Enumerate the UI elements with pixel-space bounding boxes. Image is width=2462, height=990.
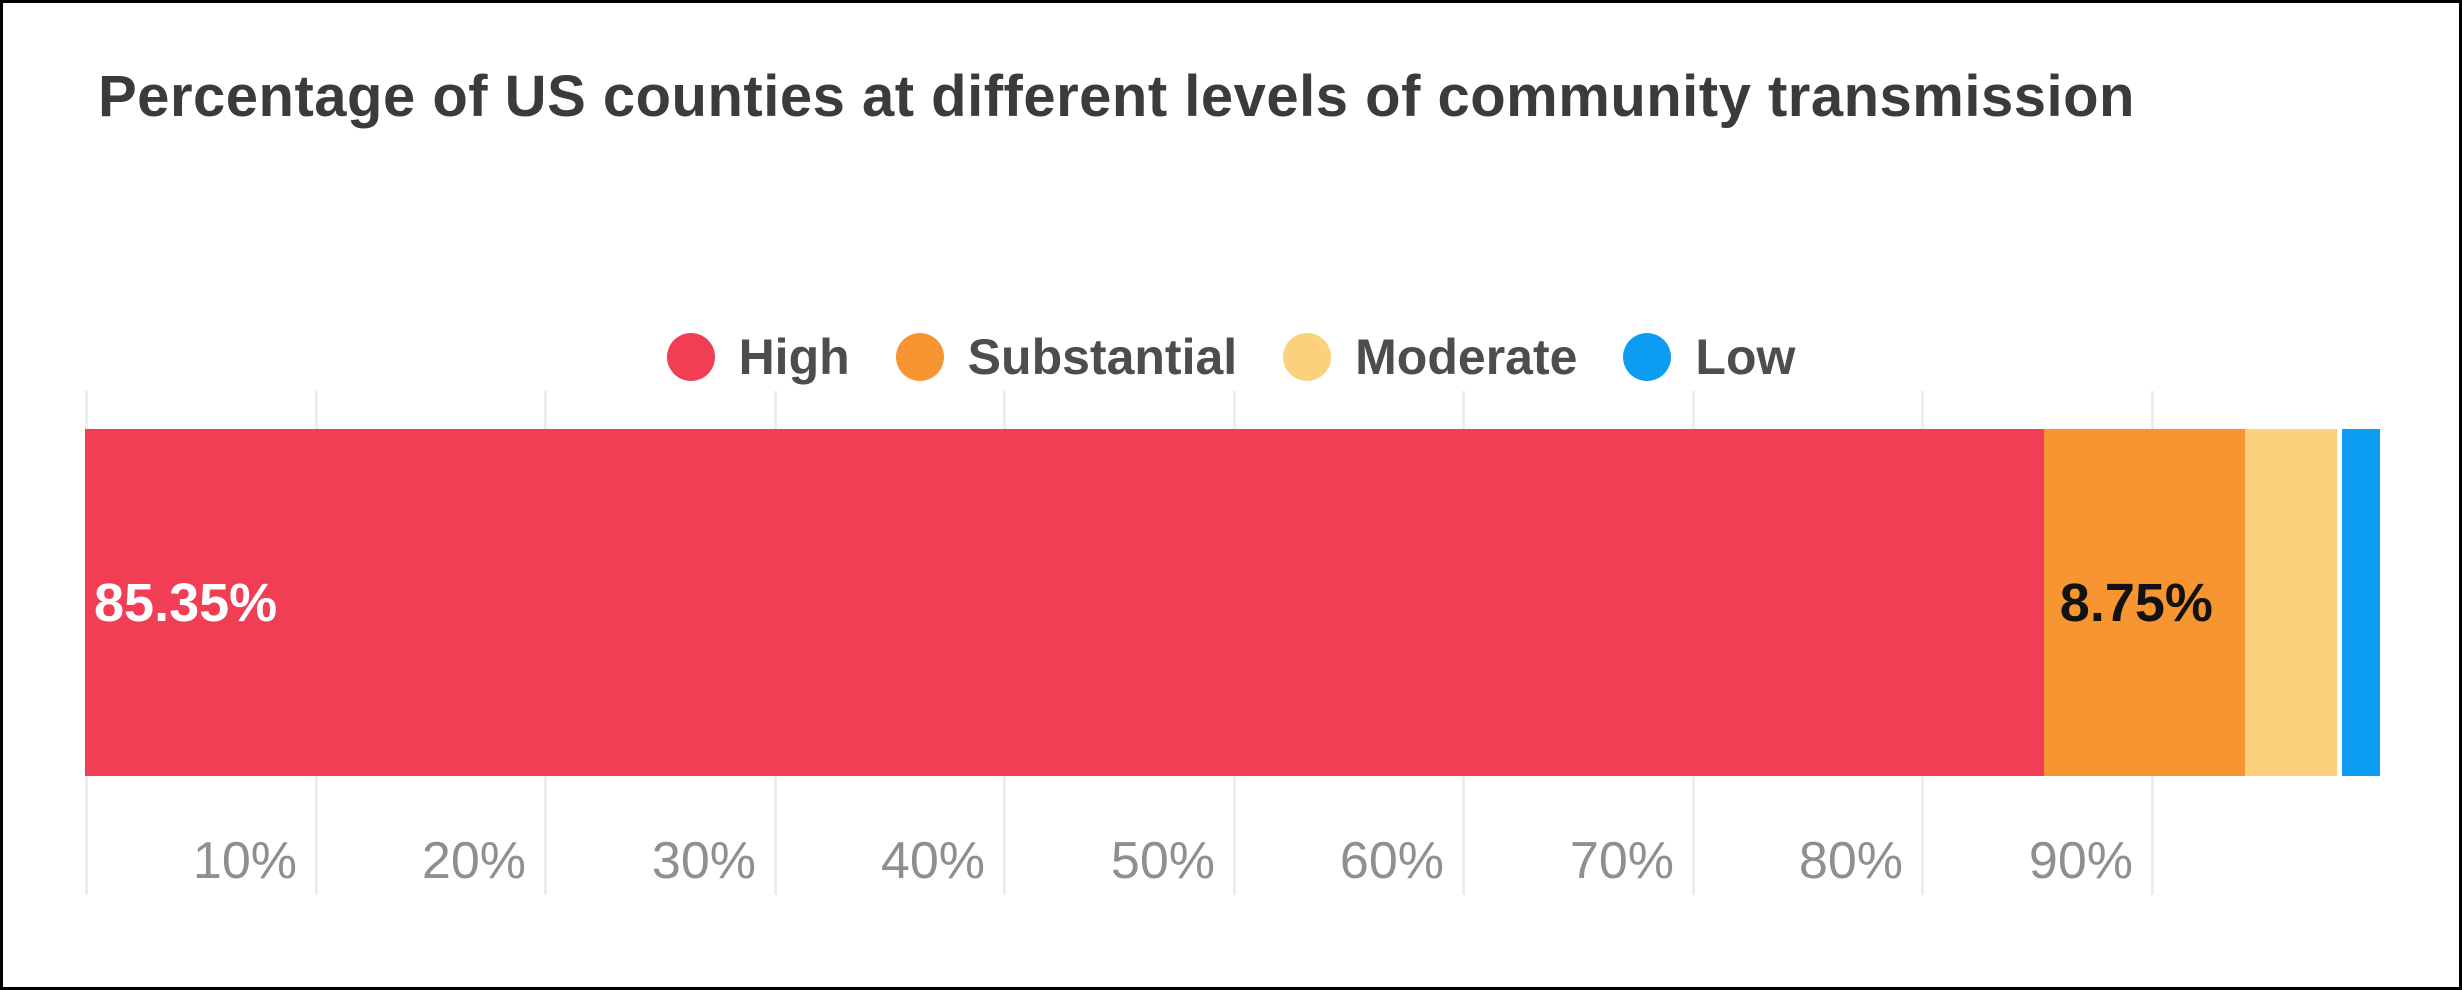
x-tick-20: 20% <box>421 832 526 890</box>
x-tick-10: 10% <box>192 832 297 890</box>
x-tick-40: 40% <box>880 832 985 890</box>
x-tick-90: 90% <box>2028 832 2133 890</box>
x-tick-70: 70% <box>1569 832 1674 890</box>
x-tick-80: 80% <box>1798 832 1903 890</box>
chart-title: Percentage of US counties at different l… <box>98 64 2135 129</box>
bar-segment-substantial[interactable]: 8.75% <box>2043 429 2245 776</box>
segment-value-label-high: 85.35% <box>94 572 278 633</box>
legend-item-substantial[interactable]: Substantial <box>895 328 1238 386</box>
legend-dot-icon <box>666 333 715 381</box>
segment-value-label-substantial: 8.75% <box>2059 572 2213 633</box>
bar-segment-low[interactable] <box>2337 429 2380 776</box>
legend-label: Moderate <box>1355 329 1578 385</box>
legend-item-moderate[interactable]: Moderate <box>1283 328 1577 386</box>
x-tick-60: 60% <box>1339 832 1444 890</box>
x-tick-30: 30% <box>651 832 756 890</box>
legend-label: Low <box>1695 329 1796 385</box>
legend-label: Substantial <box>967 329 1238 385</box>
plot-area: 85.35% 8.75% 10% 20% 30% 40% 50% 60% 70% 80% 90% <box>85 391 2380 895</box>
stacked-bar: 85.35% 8.75% <box>85 429 2380 776</box>
legend-label: High <box>738 329 850 385</box>
bar-segment-moderate[interactable] <box>2244 429 2338 776</box>
legend-dot-icon <box>1283 333 1332 381</box>
legend-dot-icon <box>1623 333 1672 381</box>
bar-segment-high[interactable]: 85.35% <box>85 429 2044 776</box>
x-tick-50: 50% <box>1110 832 1215 890</box>
legend-item-high[interactable]: High <box>666 328 850 386</box>
legend-dot-icon <box>895 333 944 381</box>
legend-item-low[interactable]: Low <box>1623 328 1795 386</box>
legend: High Substantial Moderate Low <box>3 321 2459 393</box>
